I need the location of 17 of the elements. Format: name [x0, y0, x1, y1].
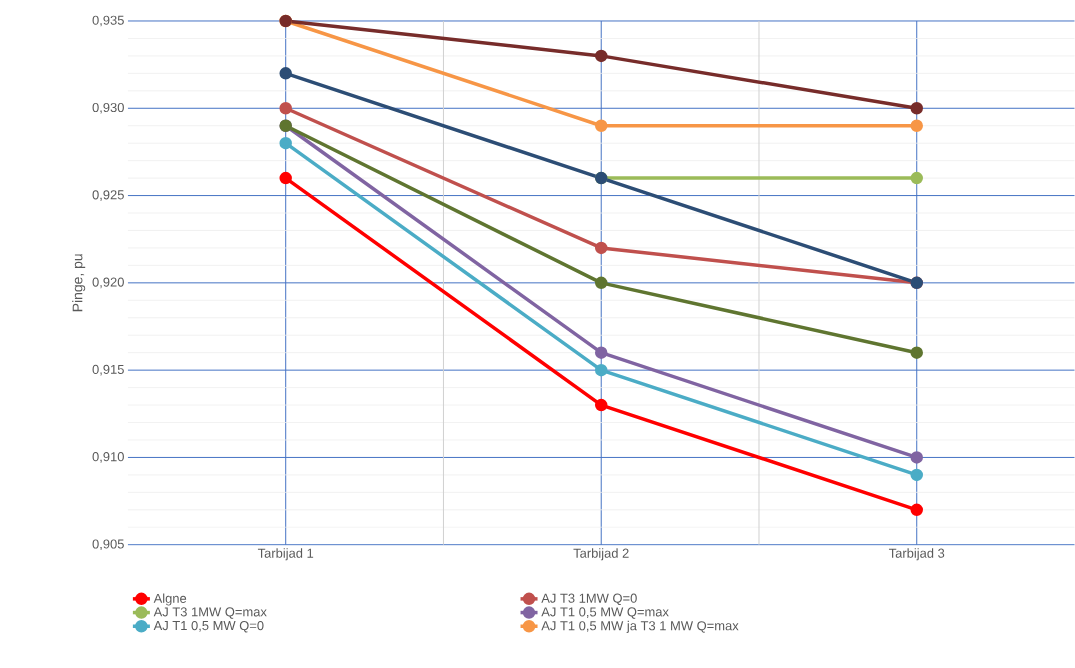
- legend-label: AJ T1 0,5 MW Q=0: [153, 621, 264, 633]
- y-tick-label: 0,925: [92, 190, 124, 202]
- y-tick-label: 0,935: [92, 15, 124, 27]
- y-tick-label: 0,930: [92, 103, 124, 114]
- legend-label: Algne: [153, 593, 187, 606]
- legend-label: AJ T3 1MW Q=max: [153, 607, 267, 619]
- y-tick-label: 0,905: [92, 539, 124, 551]
- y-axis-title: Pinge, pu: [72, 254, 86, 312]
- y-tick-label: 0,915: [92, 364, 124, 376]
- y-tick-label: 0,920: [92, 277, 124, 289]
- x-tick-label: Tarbijad 3: [888, 548, 945, 561]
- y-tick-label: 0,910: [92, 452, 124, 463]
- x-tick-label: Tarbijad 2: [573, 548, 629, 561]
- legend-label: AJ T1 0,5 MW Q=max: [541, 607, 669, 619]
- legend-label: AJ T1 0,5 MW ja T3 1 MW Q=max: [541, 620, 739, 634]
- x-tick-label: Tarbijad 1: [257, 548, 314, 561]
- legend-label: AJ T3 1MW Q=0: [541, 593, 637, 606]
